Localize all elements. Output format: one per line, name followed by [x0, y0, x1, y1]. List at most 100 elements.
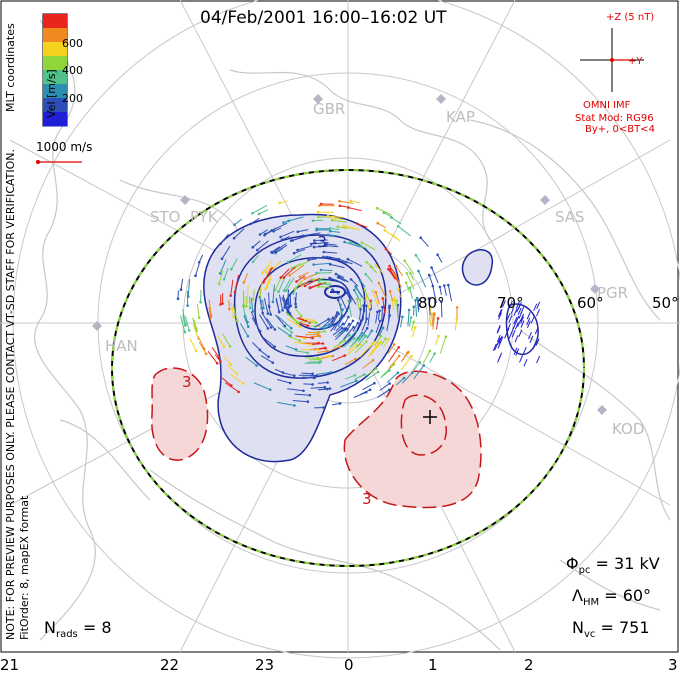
velocity-vector	[243, 273, 248, 283]
velocity-vector	[232, 304, 238, 321]
velocity-vector	[280, 268, 290, 278]
velocity-vector	[330, 278, 342, 283]
velocity-vector	[262, 313, 272, 328]
velocity-vector	[351, 335, 362, 345]
velocity-vector-origin	[255, 248, 259, 252]
velocity-vector	[443, 285, 447, 296]
velocity-vector	[436, 318, 439, 330]
velocity-vector	[528, 331, 532, 340]
velocity-vector	[536, 309, 540, 317]
velocity-vector-origin	[277, 290, 280, 294]
velocity-vector	[418, 270, 427, 288]
velocity-vector-origin	[288, 274, 292, 277]
velocity-vector	[323, 251, 338, 254]
velocity-vector	[348, 207, 362, 212]
velocity-vector	[252, 289, 255, 300]
velocity-vector	[296, 275, 306, 283]
velocity-vector-origin	[229, 294, 232, 297]
velocity-vector-origin	[285, 289, 288, 292]
velocity-vector-origin	[377, 281, 381, 285]
velocity-vector	[342, 338, 355, 348]
velocity-vector-origin	[336, 225, 340, 228]
velocity-vector-origin	[283, 306, 286, 309]
velocity-vector-origin	[317, 215, 320, 219]
velocity-vector	[344, 241, 361, 248]
velocity-vector	[230, 373, 244, 384]
positive-cell-west	[151, 367, 209, 461]
velocity-vector	[330, 230, 341, 233]
velocity-vector-origin	[397, 354, 401, 358]
velocity-vector	[517, 307, 522, 316]
velocity-vector-origin	[369, 265, 373, 269]
velocity-vector-origin	[230, 267, 233, 271]
velocity-vector	[388, 347, 400, 363]
velocity-vector-origin	[271, 361, 275, 365]
velocity-vector	[432, 285, 437, 304]
velocity-vector	[242, 304, 246, 316]
imf-model: Stat Mod: RG96	[575, 113, 654, 124]
velocity-vector	[366, 368, 377, 376]
stat-n-vc: Nvc = 751	[572, 618, 650, 641]
velocity-vector-origin	[318, 278, 321, 282]
velocity-vector	[266, 318, 276, 330]
velocity-vector	[233, 228, 245, 239]
velocity-vector	[347, 344, 357, 352]
velocity-vector	[498, 312, 502, 320]
negative-contour-2	[233, 234, 387, 379]
velocity-vector-origin	[430, 266, 433, 269]
velocity-vector-origin	[427, 297, 431, 300]
velocity-vector-origin	[413, 326, 417, 329]
velocity-vector	[532, 341, 537, 350]
velocity-vector-origin	[362, 304, 365, 307]
velocity-vector-origin	[194, 349, 198, 353]
velocity-vector-origin	[228, 344, 232, 348]
velocity-vector-origin	[358, 279, 362, 282]
velocity-vector-origin	[306, 351, 309, 355]
velocity-vector	[281, 236, 290, 241]
velocity-vector	[302, 232, 321, 237]
velocity-vector	[295, 335, 313, 339]
velocity-vector-origin	[209, 316, 212, 319]
velocity-vector	[289, 264, 305, 276]
velocity-vector-origin	[343, 339, 347, 343]
velocity-vector	[370, 266, 378, 274]
velocity-vector-origin	[233, 223, 236, 226]
velocity-vector-origin	[221, 302, 224, 305]
velocity-vector	[180, 315, 186, 333]
imf-z-label: +Z (5 nT)	[606, 12, 655, 23]
velocity-vector	[381, 307, 383, 322]
velocity-vector-origin	[343, 354, 347, 357]
velocity-vector	[223, 267, 229, 280]
velocity-vector	[192, 324, 199, 339]
velocity-vector-origin	[355, 379, 358, 383]
velocity-vector	[370, 300, 373, 310]
velocity-vector-origin	[287, 306, 291, 309]
velocity-vector-origin	[371, 289, 375, 293]
velocity-vector	[225, 382, 239, 393]
velocity-vector	[346, 331, 357, 342]
velocity-vector	[331, 346, 340, 351]
velocity-vector-origin	[403, 259, 407, 263]
velocity-vector	[328, 234, 338, 237]
velocity-vector	[523, 359, 528, 367]
velocity-vector	[338, 258, 353, 265]
velocity-vector-origin	[220, 257, 224, 261]
velocity-vector-origin	[219, 242, 222, 245]
velocity-vector-origin	[352, 288, 356, 292]
velocity-vector	[392, 235, 401, 242]
velocity-vector	[222, 333, 231, 347]
velocity-vector	[266, 277, 272, 288]
velocity-vector	[250, 297, 254, 312]
velocity-vector	[301, 278, 313, 287]
mlt-coordinates-label: MLT coordinates	[4, 23, 17, 112]
velocity-vector	[245, 356, 257, 366]
velocity-vector-origin	[381, 305, 384, 309]
velocity-vector-origin	[394, 273, 397, 277]
velocity-vector-origin	[241, 382, 245, 385]
velocity-vector-origin	[395, 299, 398, 303]
velocity-vector-origin	[312, 256, 316, 260]
stat-phi-pc: Φpc = 31 kV	[566, 554, 660, 577]
velocity-vector	[283, 279, 291, 291]
velocity-vector	[377, 389, 390, 398]
velocity-vector	[378, 327, 384, 337]
